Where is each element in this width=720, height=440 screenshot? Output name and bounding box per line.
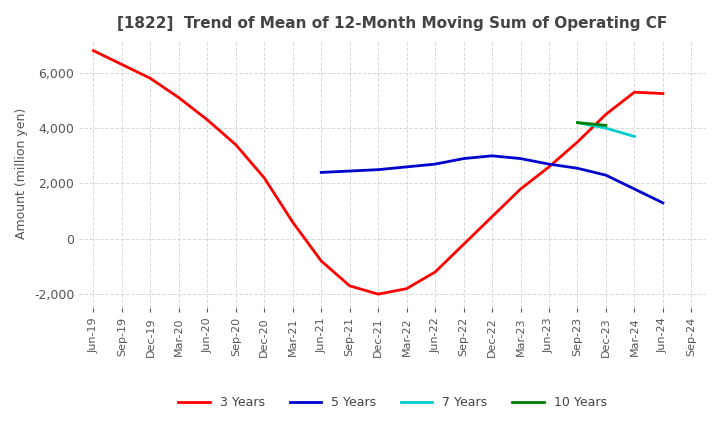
- 7 Years: [573, 120, 582, 125]
- 3 Years: [659, 91, 667, 96]
- 5 Years: [317, 170, 325, 175]
- Line: 10 Years: 10 Years: [577, 123, 606, 125]
- 3 Years: [487, 214, 496, 219]
- 5 Years: [487, 153, 496, 158]
- 3 Years: [232, 142, 240, 147]
- 3 Years: [459, 242, 468, 247]
- 5 Years: [545, 161, 554, 167]
- Legend: 3 Years, 5 Years, 7 Years, 10 Years: 3 Years, 5 Years, 7 Years, 10 Years: [174, 392, 611, 414]
- 5 Years: [573, 165, 582, 171]
- Title: [1822]  Trend of Mean of 12-Month Moving Sum of Operating CF: [1822] Trend of Mean of 12-Month Moving …: [117, 16, 667, 32]
- 3 Years: [117, 62, 126, 67]
- 10 Years: [602, 123, 611, 128]
- 5 Years: [346, 169, 354, 174]
- 5 Years: [516, 156, 525, 161]
- 5 Years: [659, 200, 667, 205]
- Line: 7 Years: 7 Years: [577, 123, 634, 136]
- 5 Years: [431, 161, 439, 167]
- 5 Years: [402, 164, 411, 169]
- 3 Years: [146, 76, 155, 81]
- Y-axis label: Amount (million yen): Amount (million yen): [15, 108, 28, 239]
- 7 Years: [602, 125, 611, 131]
- 3 Years: [289, 220, 297, 225]
- Line: 5 Years: 5 Years: [321, 156, 663, 203]
- 3 Years: [317, 258, 325, 264]
- 5 Years: [602, 172, 611, 178]
- 3 Years: [374, 292, 382, 297]
- 3 Years: [573, 139, 582, 145]
- 3 Years: [545, 164, 554, 169]
- 5 Years: [630, 187, 639, 192]
- 10 Years: [573, 120, 582, 125]
- 3 Years: [89, 48, 98, 53]
- Line: 3 Years: 3 Years: [94, 51, 663, 294]
- 3 Years: [602, 112, 611, 117]
- 3 Years: [402, 286, 411, 291]
- 5 Years: [459, 156, 468, 161]
- 3 Years: [516, 187, 525, 192]
- 3 Years: [346, 283, 354, 289]
- 5 Years: [374, 167, 382, 172]
- 3 Years: [260, 175, 269, 180]
- 3 Years: [203, 117, 212, 122]
- 3 Years: [431, 269, 439, 275]
- 7 Years: [630, 134, 639, 139]
- 3 Years: [630, 89, 639, 95]
- 3 Years: [174, 95, 183, 100]
